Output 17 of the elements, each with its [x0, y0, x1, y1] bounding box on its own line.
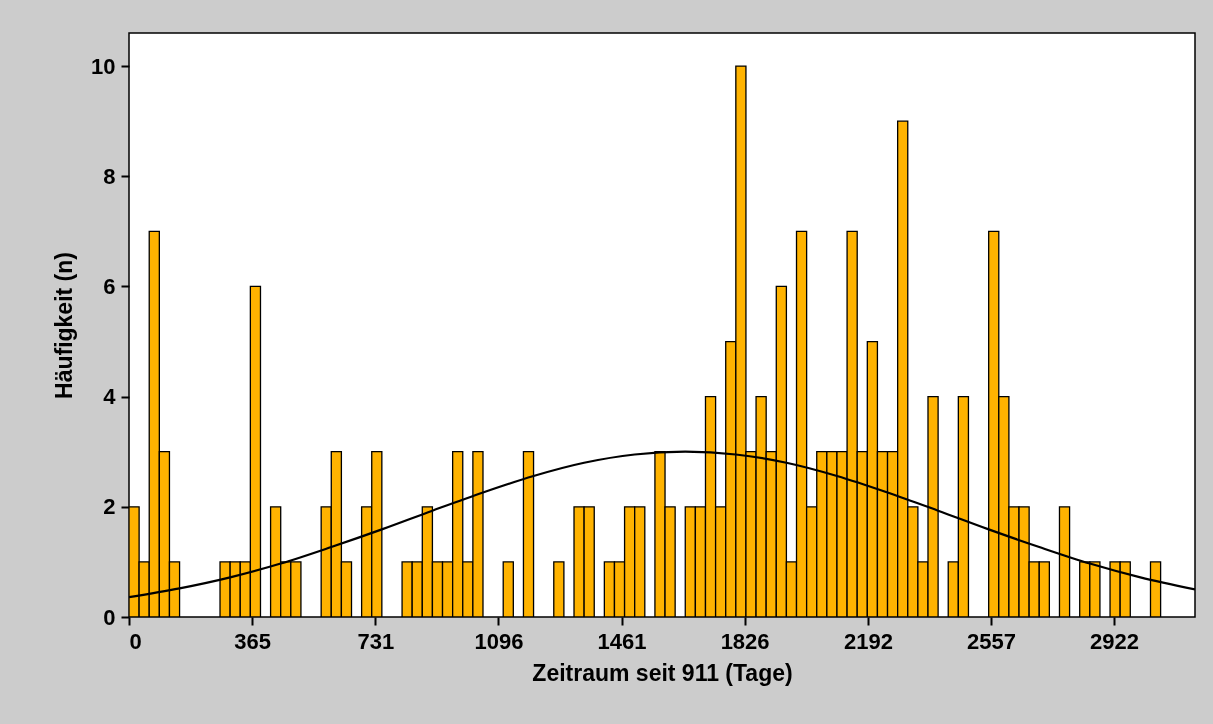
- y-tick-label: 4: [103, 384, 117, 410]
- x-tick-label: 731: [357, 628, 395, 654]
- x-tick-label: 0: [129, 628, 142, 654]
- y-tick-label: 10: [91, 53, 116, 79]
- x-tick-label: 1826: [720, 628, 770, 654]
- x-tick-label: 2922: [1090, 628, 1140, 654]
- y-tick-label: 8: [103, 163, 116, 189]
- x-tick-label: 2192: [844, 628, 893, 654]
- x-tick-label: 365: [234, 628, 271, 654]
- x-tick-label: 2557: [967, 628, 1017, 654]
- x-tick-label: 1096: [474, 628, 524, 654]
- y-tick-label: 0: [103, 604, 116, 630]
- y-axis-title: Häufigkeit (n): [51, 252, 78, 399]
- x-tick-label: 1461: [597, 628, 647, 654]
- y-tick-label: 2: [103, 494, 116, 520]
- y-tick-label: 6: [103, 273, 116, 299]
- x-axis-title: Zeitraum seit 911 (Tage): [532, 659, 793, 686]
